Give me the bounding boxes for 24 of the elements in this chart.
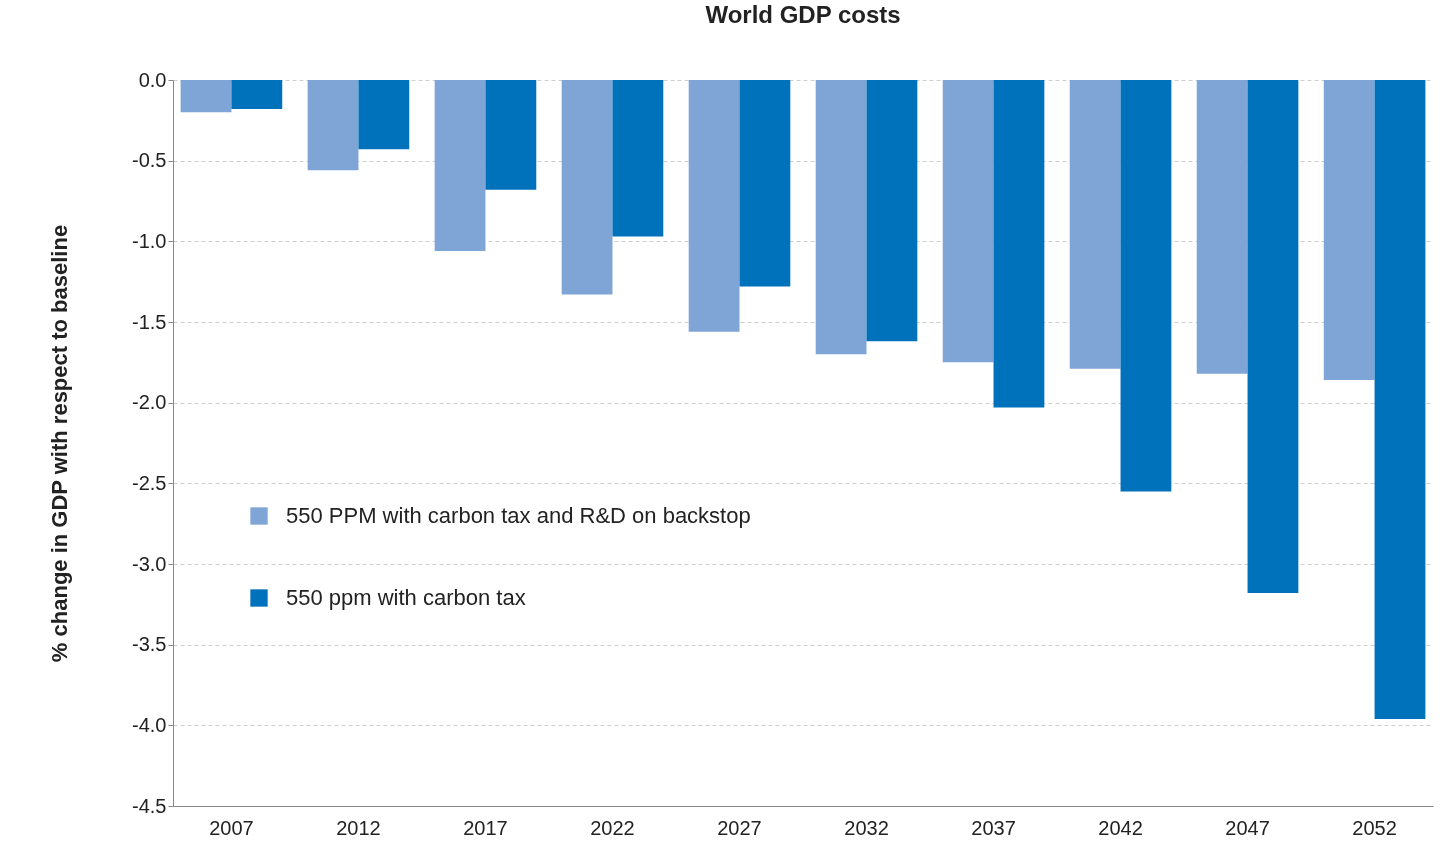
x-tick-label: 2027: [717, 816, 762, 839]
y-tick-label: -1.0: [132, 229, 167, 252]
chart-title: World GDP costs: [705, 1, 901, 28]
legend-label: 550 ppm with carbon tax: [286, 585, 526, 610]
x-tick-label: 2037: [971, 816, 1016, 839]
y-tick-label: -2.5: [132, 471, 167, 494]
x-tick-label: 2047: [1225, 816, 1270, 839]
y-tick-label: -3.0: [132, 552, 167, 575]
x-tick-label: 2017: [463, 816, 508, 839]
x-tick-label: 2032: [844, 816, 889, 839]
x-tick-label: 2042: [1098, 816, 1143, 839]
y-tick-label: 0.0: [138, 68, 167, 91]
y-tick-label: -1.5: [132, 310, 167, 333]
y-tick-label: -4.0: [132, 713, 167, 736]
x-tick-label: 2007: [209, 816, 254, 839]
y-tick-label: -3.5: [132, 633, 167, 656]
x-tick-label: 2012: [336, 816, 381, 839]
y-tick-label: -2.0: [132, 391, 167, 414]
y-axis-title: % change in GDP with respect to baseline: [47, 224, 73, 663]
legend-label: 550 PPM with carbon tax and R&D on backstop: [286, 503, 751, 528]
y-tick-label: -4.5: [132, 794, 167, 817]
y-tick-label: -0.5: [132, 149, 167, 172]
x-tick-label: 2022: [590, 816, 635, 839]
x-tick-label: 2052: [1352, 816, 1397, 839]
